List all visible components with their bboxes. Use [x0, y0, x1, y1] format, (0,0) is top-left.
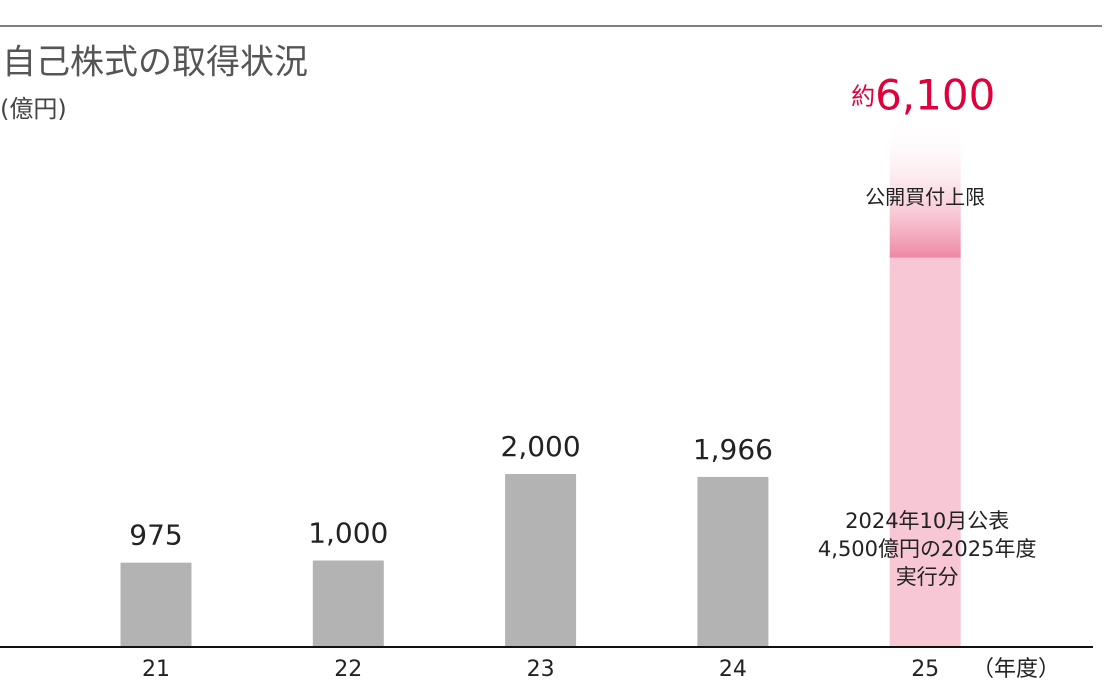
total-label: 約6,100	[851, 70, 995, 119]
x-tick-label: 24	[719, 657, 747, 682]
tender-offer-label: 公開買付上限	[865, 185, 985, 209]
value-label: 1,966	[693, 433, 773, 466]
x-tick-label: 23	[527, 657, 555, 682]
value-label: 975	[129, 519, 182, 552]
chart-title: 自己株式の取得状況	[2, 43, 308, 83]
bar	[697, 476, 769, 647]
bar	[312, 560, 384, 647]
annotation: 2024年10月公表	[845, 509, 1009, 533]
x-unit: （年度）	[972, 657, 1060, 682]
x-tick-label: 25	[911, 657, 939, 682]
bar	[120, 562, 192, 647]
annotation: 実行分	[896, 565, 959, 589]
annotation: 4,500億円の2025年度	[818, 537, 1037, 561]
unit-label: (億円)	[0, 95, 67, 123]
x-tick-label: 21	[142, 657, 170, 682]
value-label: 2,000	[501, 430, 581, 463]
total-value: 6,100	[875, 70, 995, 119]
bar	[889, 257, 961, 647]
x-tick-label: 22	[334, 657, 362, 682]
value-label: 1,000	[308, 517, 388, 550]
total-prefix: 約	[851, 82, 875, 110]
tender-offer-bar	[889, 119, 961, 258]
bar	[505, 474, 577, 647]
